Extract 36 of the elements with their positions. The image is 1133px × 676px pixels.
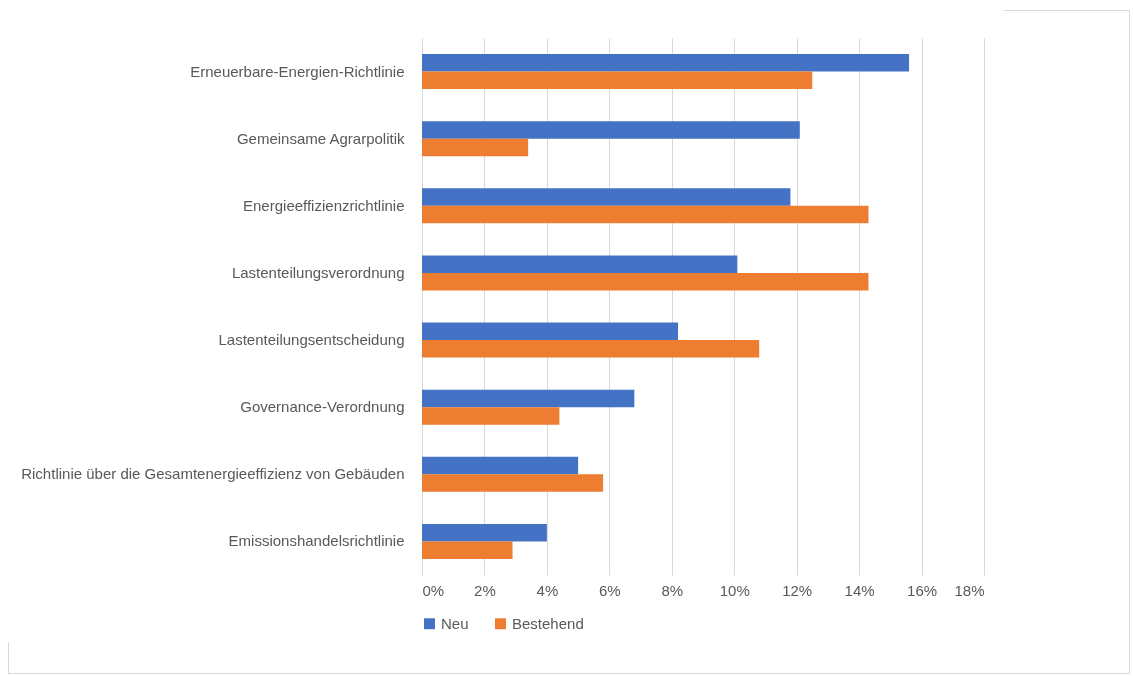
bar — [422, 71, 813, 90]
bar — [422, 389, 635, 408]
bar — [422, 456, 579, 475]
y-tick-label: Energieeffizienzrichtlinie — [243, 196, 405, 214]
y-tick-label: Lastenteilungsverordnung — [231, 263, 405, 281]
x-tick-label: 4% — [536, 581, 559, 599]
y-tick-label: Richtlinie über die Gesamtenergieeffizienz von Gebäuden — [21, 465, 405, 483]
bar — [422, 205, 869, 224]
y-tick-label: Erneuerbare-Energien-Richtlinie — [190, 62, 405, 80]
bar — [422, 188, 791, 206]
x-tick-label: 18% — [954, 581, 985, 599]
bar — [422, 54, 910, 72]
x-tick-label: 0% — [422, 581, 445, 599]
bar — [422, 340, 760, 358]
bar — [422, 541, 513, 559]
bar — [422, 121, 800, 139]
bar — [422, 407, 560, 425]
y-tick-label: Gemeinsame Agrarpolitik — [236, 129, 405, 147]
bar — [422, 272, 869, 291]
bar — [422, 138, 529, 157]
x-tick-label: 8% — [661, 581, 684, 599]
x-tick-label: 16% — [907, 581, 938, 599]
bar — [422, 255, 738, 273]
y-tick-label: Governance-Verordnung — [240, 398, 405, 416]
y-tick-label: Emissionshandelsrichtlinie — [228, 532, 405, 550]
x-tick-label: 2% — [474, 581, 496, 599]
bar — [422, 523, 547, 542]
legend-label: Bestehend — [512, 614, 584, 632]
x-tick-label: 12% — [782, 581, 813, 599]
bar — [422, 322, 679, 341]
x-tick-label: 10% — [719, 581, 750, 599]
bar — [422, 474, 604, 492]
legend-label: Neu — [441, 614, 469, 632]
y-tick-label: Lastenteilungsentscheidung — [218, 331, 405, 349]
x-tick-label: 14% — [844, 581, 875, 599]
x-tick-label: 6% — [598, 581, 621, 599]
